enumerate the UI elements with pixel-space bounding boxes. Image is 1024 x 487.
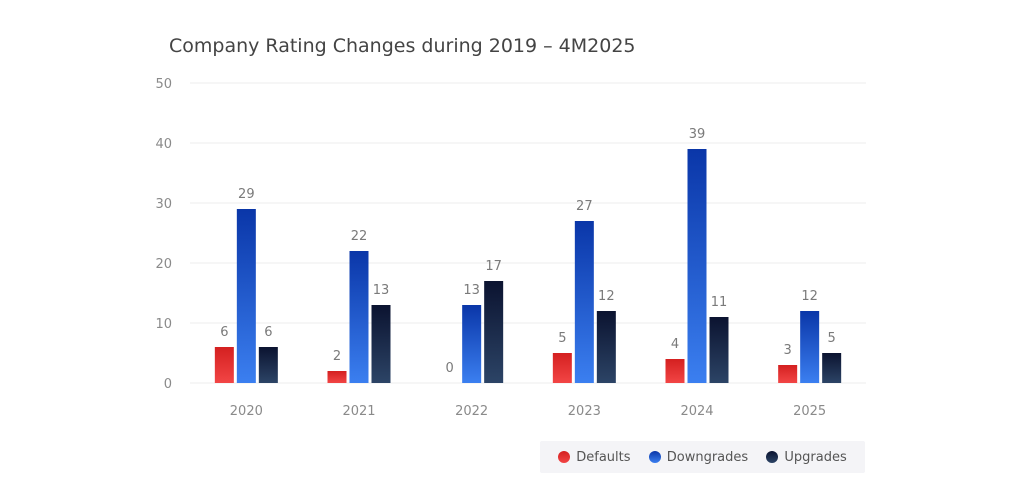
legend-dot-downgrades bbox=[648, 451, 661, 463]
data-label-upgrades: 5 bbox=[828, 331, 836, 346]
gridlines bbox=[190, 82, 866, 384]
data-label-defaults: 5 bbox=[558, 331, 566, 346]
x-tick-label: 2024 bbox=[680, 404, 713, 419]
bar-upgrades[interactable] bbox=[371, 305, 391, 383]
bar-defaults[interactable] bbox=[552, 353, 572, 383]
data-label-upgrades: 6 bbox=[264, 325, 272, 340]
bar-defaults[interactable] bbox=[665, 359, 685, 383]
bar-downgrades[interactable] bbox=[687, 149, 707, 383]
x-axis: 2020 2021 2022 2023 2024 2025 bbox=[230, 404, 826, 419]
legend-label-upgrades: Upgrades bbox=[784, 449, 847, 465]
x-tick-label: 2023 bbox=[568, 404, 601, 419]
y-tick-label: 10 bbox=[155, 317, 172, 332]
data-label-defaults: 0 bbox=[446, 361, 454, 376]
bar-downgrades[interactable] bbox=[349, 251, 369, 383]
bar-downgrades[interactable] bbox=[800, 311, 820, 383]
legend-label-downgrades: Downgrades bbox=[666, 449, 749, 465]
legend-item-downgrades[interactable]: Downgrades bbox=[648, 449, 749, 465]
legend-item-upgrades[interactable]: Upgrades bbox=[766, 449, 847, 465]
legend-label-defaults: Defaults bbox=[576, 449, 631, 465]
bar-upgrades[interactable] bbox=[484, 281, 504, 383]
data-label-defaults: 3 bbox=[784, 343, 792, 358]
data-label-defaults: 4 bbox=[671, 337, 679, 352]
data-label-upgrades: 13 bbox=[373, 283, 390, 298]
x-tick-label: 2021 bbox=[342, 404, 375, 419]
legend-dot-upgrades bbox=[766, 451, 779, 463]
legend: Defaults Downgrades Upgrades bbox=[540, 441, 865, 473]
bar-defaults[interactable] bbox=[778, 365, 798, 383]
x-tick-label: 2022 bbox=[455, 404, 488, 419]
y-tick-label: 40 bbox=[155, 137, 172, 152]
data-label-upgrades: 17 bbox=[485, 259, 502, 274]
y-tick-label: 30 bbox=[155, 197, 172, 212]
bar-upgrades[interactable] bbox=[822, 353, 842, 383]
x-tick-label: 2020 bbox=[230, 404, 263, 419]
data-label-upgrades: 11 bbox=[711, 295, 728, 310]
y-axis: 0 10 20 30 40 50 bbox=[155, 77, 172, 392]
legend-dot-defaults bbox=[558, 451, 571, 463]
y-tick-label: 50 bbox=[155, 77, 172, 92]
bar-downgrades[interactable] bbox=[236, 209, 256, 383]
x-tick-label: 2025 bbox=[793, 404, 826, 419]
bar-defaults[interactable] bbox=[327, 371, 347, 383]
data-label-downgrades: 27 bbox=[576, 199, 593, 214]
bar-downgrades[interactable] bbox=[574, 221, 594, 383]
data-label-upgrades: 12 bbox=[598, 289, 615, 304]
legend-item-defaults[interactable]: Defaults bbox=[558, 449, 631, 465]
bar-upgrades[interactable] bbox=[709, 317, 729, 383]
bar-upgrades[interactable] bbox=[596, 311, 616, 383]
data-label-downgrades: 13 bbox=[463, 283, 480, 298]
y-tick-label: 20 bbox=[155, 257, 172, 272]
data-label-defaults: 6 bbox=[220, 325, 228, 340]
data-label-downgrades: 22 bbox=[351, 229, 368, 244]
data-label-defaults: 2 bbox=[333, 349, 341, 364]
data-label-downgrades: 12 bbox=[801, 289, 818, 304]
bar-defaults[interactable] bbox=[214, 347, 234, 383]
bar-downgrades[interactable] bbox=[462, 305, 482, 383]
data-label-downgrades: 29 bbox=[238, 187, 255, 202]
chart-title: Company Rating Changes during 2019 – 4M2… bbox=[169, 35, 636, 57]
bar-upgrades[interactable] bbox=[258, 347, 278, 383]
data-label-downgrades: 39 bbox=[689, 127, 706, 142]
y-tick-label: 0 bbox=[164, 377, 172, 392]
